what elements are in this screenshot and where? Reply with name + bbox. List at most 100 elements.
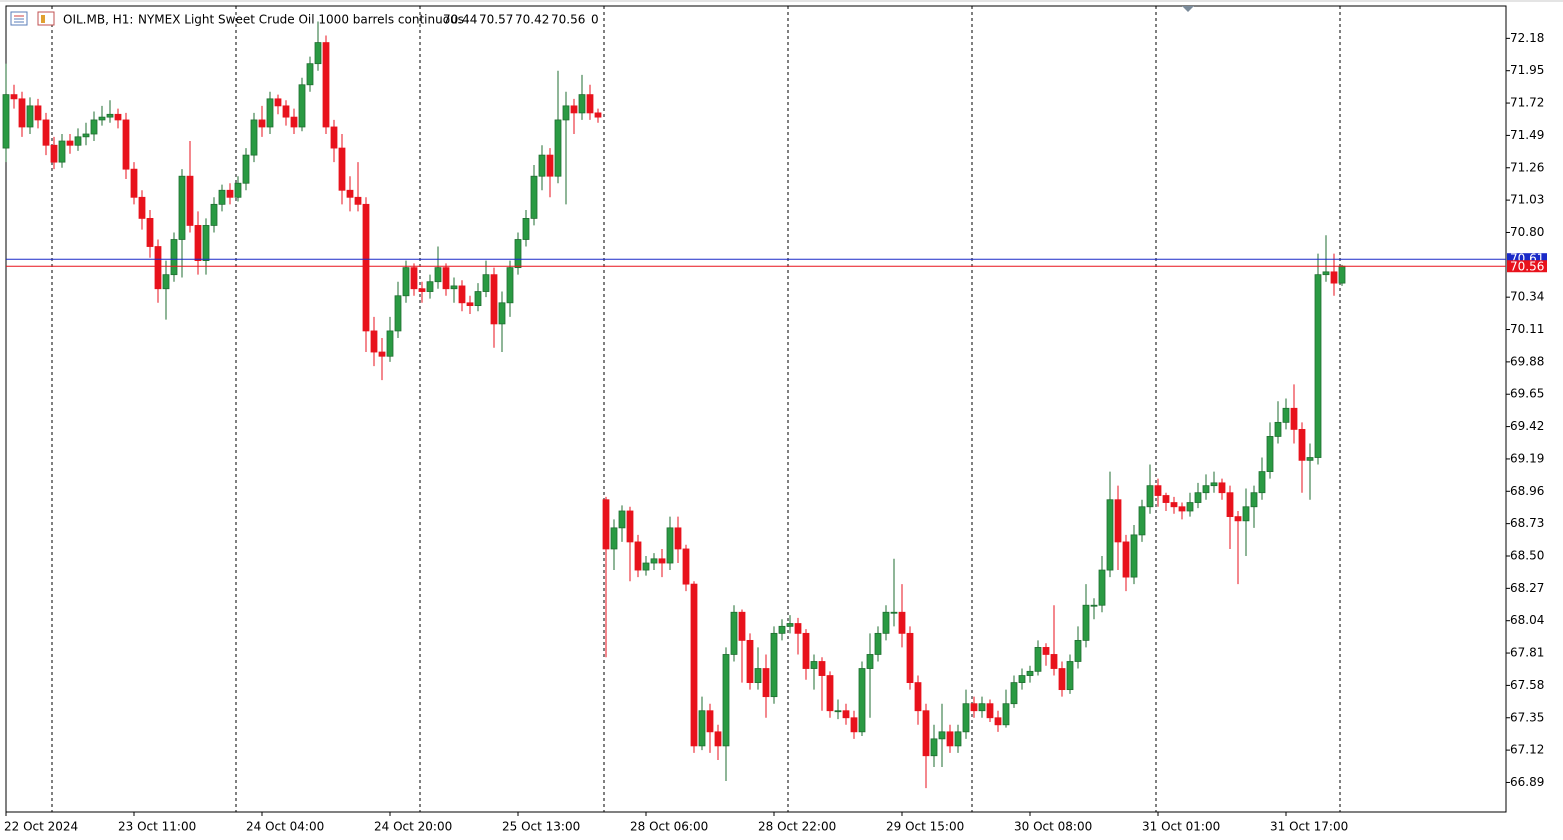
candle-body — [586, 94, 594, 114]
candle-body — [826, 675, 834, 712]
candle-body — [762, 668, 770, 698]
candle-body — [906, 632, 914, 683]
candle-body — [298, 84, 306, 128]
candle-body — [1162, 495, 1170, 503]
candle-body — [786, 623, 794, 627]
candle-body — [2, 94, 10, 149]
candle-body — [570, 105, 578, 114]
candle-body — [810, 661, 818, 669]
candle-body — [170, 239, 178, 276]
y-tick-label: 68.27 — [1510, 581, 1544, 595]
candle-body — [18, 98, 26, 128]
candle-body — [722, 654, 730, 747]
y-tick-label: 69.42 — [1510, 419, 1544, 433]
candle-body — [106, 113, 114, 118]
candle-body — [482, 274, 490, 292]
candle-body — [1026, 670, 1034, 676]
candle-body — [1210, 482, 1218, 487]
candle-body — [978, 703, 986, 712]
candle-body — [426, 281, 434, 292]
candle-body — [442, 267, 450, 290]
y-tick-label: 68.50 — [1510, 548, 1544, 562]
candle-body — [138, 196, 146, 219]
candle-body — [682, 548, 690, 585]
candle-body — [578, 94, 586, 114]
candle-body — [202, 225, 210, 262]
candle-body — [1282, 407, 1290, 423]
candle-body — [162, 274, 170, 290]
y-tick-label: 68.96 — [1510, 484, 1544, 498]
candle-body — [1130, 534, 1138, 578]
volume: 0 — [591, 13, 599, 27]
candle-body — [658, 558, 666, 564]
candle-body — [314, 42, 322, 65]
y-tick-label: 72.18 — [1510, 31, 1544, 45]
candle-body — [10, 94, 18, 100]
candle-body — [346, 189, 354, 198]
candle-body — [530, 175, 538, 219]
candle-body — [770, 632, 778, 698]
candle-body — [338, 147, 346, 191]
y-tick-label: 69.88 — [1510, 354, 1544, 368]
icon-bar — [41, 15, 45, 23]
candles — [2, 21, 1346, 789]
y-tick-label: 70.80 — [1510, 225, 1544, 239]
candle-body — [818, 661, 826, 676]
candle-body — [1010, 682, 1018, 705]
candle-body — [1338, 265, 1346, 284]
candle-body — [690, 583, 698, 747]
candle-body — [1194, 492, 1202, 503]
candle-body — [922, 710, 930, 757]
candle-body — [1226, 492, 1234, 518]
candle-body — [874, 632, 882, 655]
candle-body — [714, 731, 722, 747]
candle-body — [370, 330, 378, 353]
candle-body — [882, 611, 890, 634]
candle-body — [1290, 407, 1298, 430]
icon-chart[interactable] — [37, 11, 55, 26]
candle-body — [1042, 647, 1050, 655]
shift-marker — [1182, 6, 1194, 12]
y-tick-label: 70.34 — [1510, 290, 1544, 304]
candle-body — [1330, 271, 1338, 284]
candle-body — [858, 668, 866, 733]
candle-body — [122, 119, 130, 170]
candle-body — [282, 105, 290, 118]
y-tick-label: 71.03 — [1510, 193, 1544, 207]
candle-body — [450, 285, 458, 290]
candle-body — [330, 126, 338, 149]
candle-body — [490, 274, 498, 325]
candle-body — [1066, 661, 1074, 691]
candle-body — [306, 63, 314, 86]
candle-body — [962, 703, 970, 733]
y-tick-label: 71.26 — [1510, 160, 1544, 174]
x-tick-label: 22 Oct 2024 — [4, 820, 78, 834]
candle-body — [914, 682, 922, 712]
candle-body — [1074, 639, 1082, 662]
candle-body — [410, 267, 418, 290]
candle-body — [58, 140, 66, 163]
candle-body — [154, 246, 162, 290]
candle-body — [506, 267, 514, 304]
close: 70.56 — [551, 13, 585, 27]
candle-body — [994, 717, 1002, 726]
candle-body — [594, 112, 602, 118]
open: 70.44 — [443, 13, 477, 27]
candle-body — [946, 731, 954, 747]
candle-body — [970, 703, 978, 712]
candle-body — [66, 140, 74, 146]
candle-body — [242, 154, 250, 184]
candle-body — [290, 116, 298, 128]
candle-body — [1306, 457, 1314, 461]
candle-body — [146, 218, 154, 247]
candle-body — [42, 119, 50, 146]
y-tick-label: 71.49 — [1510, 128, 1544, 142]
candle-body — [1218, 482, 1226, 494]
candle-body — [34, 105, 42, 121]
candle-body — [642, 562, 650, 571]
candle-body — [1242, 506, 1250, 522]
y-tick-label: 70.11 — [1510, 322, 1544, 336]
candle-body — [898, 611, 906, 634]
candle-body — [1018, 675, 1026, 683]
candle-body — [458, 285, 466, 304]
